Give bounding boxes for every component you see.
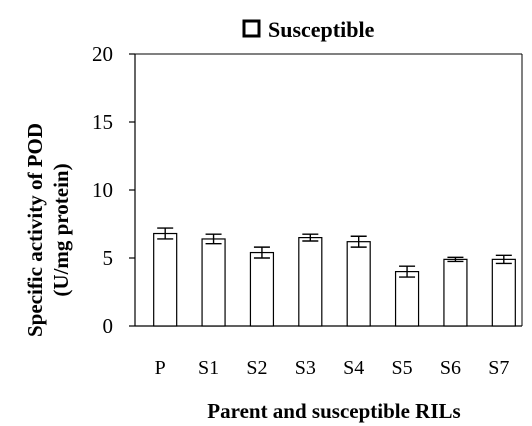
x-tick-label-S4: S4 xyxy=(343,357,364,379)
x-tick-label-S5: S5 xyxy=(392,357,413,379)
bar-S1 xyxy=(201,238,226,327)
y-tick-label: 0 xyxy=(103,314,114,338)
y-tick-label: 10 xyxy=(92,178,113,202)
legend-label: Susceptible xyxy=(268,17,375,42)
x-axis-title: Parent and susceptible RILs xyxy=(207,399,460,423)
bar-S5 xyxy=(394,271,420,327)
bar-S3 xyxy=(298,237,323,327)
bar-P xyxy=(153,232,178,327)
y-tick-label: 5 xyxy=(103,246,114,270)
bar-S2 xyxy=(249,251,275,327)
legend: Susceptible xyxy=(242,17,375,42)
y-tick-label: 20 xyxy=(92,42,113,66)
x-tick-label-P: P xyxy=(155,357,166,379)
legend-swatch xyxy=(242,19,261,38)
bar-S7 xyxy=(491,258,516,327)
y-axis-title: Specific activity of POD (U/mg protein) xyxy=(23,123,73,337)
bar-S6 xyxy=(443,258,468,327)
y-axis-title-line1: Specific activity of POD xyxy=(23,123,47,337)
x-tick-label-S2: S2 xyxy=(246,357,267,379)
plot-area: 0 5 10 15 20 P S1 S2 S3 S4 S5 S6 S7 xyxy=(92,42,523,379)
x-tick-label-S1: S1 xyxy=(198,357,219,379)
y-axis-title-line2: (U/mg protein) xyxy=(49,163,73,296)
y-tick-label: 15 xyxy=(92,110,113,134)
x-tick-label-S6: S6 xyxy=(440,357,461,379)
x-tick-label-S3: S3 xyxy=(295,357,316,379)
bar-S4 xyxy=(346,241,371,327)
x-tick-label-S7: S7 xyxy=(488,357,509,379)
